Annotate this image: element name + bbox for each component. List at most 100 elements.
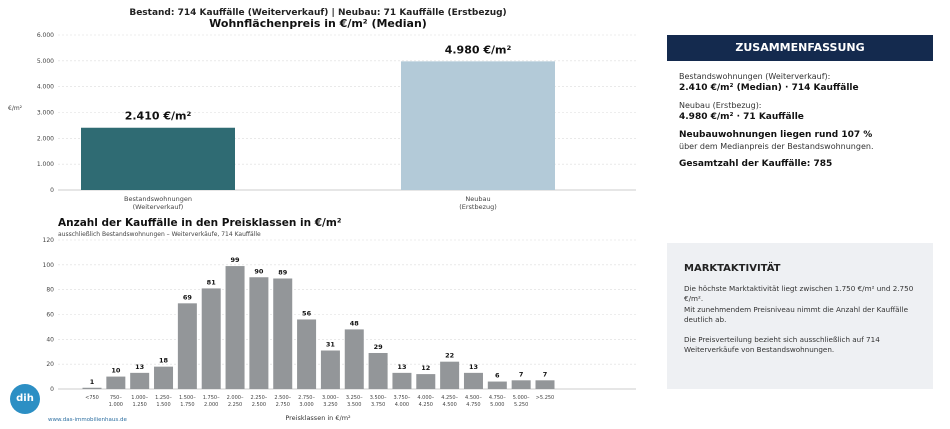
data-label: 12 bbox=[421, 364, 430, 372]
summary-total: Gesamtzahl der Kauffälle: 785 bbox=[679, 159, 833, 169]
data-label: 18 bbox=[159, 357, 169, 365]
y-tick-label: 40 bbox=[46, 336, 54, 343]
data-label: 7 bbox=[543, 370, 548, 378]
website-link[interactable]: www.das-immobilienhaus.de bbox=[48, 417, 127, 423]
price-class-histogram: Anzahl der Kauffälle in den Preisklassen… bbox=[43, 217, 636, 422]
data-label: 56 bbox=[302, 309, 312, 317]
data-label: 1 bbox=[90, 378, 95, 386]
x-tick-label: 1.750– bbox=[203, 395, 220, 401]
company-logo[interactable]: dih bbox=[10, 384, 40, 414]
x-tick-label: 4.250 bbox=[419, 402, 433, 408]
x-tick-label: 2.750 bbox=[276, 402, 290, 408]
x-tick-label: 5.000 bbox=[490, 402, 504, 408]
x-tick-label: Bestandswohnungen bbox=[124, 195, 192, 203]
y-tick-label: 3.000 bbox=[37, 110, 54, 117]
y-tick-label: 1.000 bbox=[37, 161, 54, 168]
x-tick-label: 2.250– bbox=[250, 395, 267, 401]
data-label: 99 bbox=[231, 256, 241, 264]
bar bbox=[535, 380, 555, 389]
x-tick-label: 4.000– bbox=[417, 395, 434, 401]
bar bbox=[81, 127, 235, 190]
x-tick-label: 1.750 bbox=[180, 402, 194, 408]
x-tick-label: 1.000– bbox=[131, 395, 148, 401]
market-activity-panel: MARKTAKTIVITÄT Die höchste Marktaktivitä… bbox=[667, 243, 933, 389]
data-label: 89 bbox=[278, 268, 288, 276]
x-tick-label: 1.500– bbox=[179, 395, 196, 401]
x-tick-label: 2.000– bbox=[227, 395, 244, 401]
summary-bestand-value: 2.410 €/m² (Median) · 714 Kauffälle bbox=[679, 83, 859, 93]
y-tick-label: 2.000 bbox=[37, 135, 54, 142]
x-tick-label: 3.500 bbox=[347, 402, 361, 408]
x-tick-label: 4.000 bbox=[395, 402, 409, 408]
x-tick-label: 5.000– bbox=[513, 395, 530, 401]
histogram-title: Anzahl der Kauffälle in den Preisklassen… bbox=[58, 217, 342, 229]
bar bbox=[416, 374, 436, 389]
y-tick-label: 120 bbox=[43, 237, 55, 244]
data-label: 7 bbox=[519, 370, 524, 378]
data-label: 10 bbox=[111, 367, 121, 375]
y-tick-label: 4.000 bbox=[37, 84, 54, 91]
x-tick-label: <750 bbox=[85, 395, 99, 401]
x-tick-label: 3.750– bbox=[394, 395, 411, 401]
x-tick-label: 3.750 bbox=[371, 402, 385, 408]
summary-neubau-value: 4.980 €/m² · 71 Kauffälle bbox=[679, 112, 804, 122]
x-tick-label: 2.750– bbox=[298, 395, 315, 401]
bar bbox=[177, 303, 197, 389]
summary-difference: Neubauwohnungen liegen rund 107 % bbox=[679, 130, 873, 140]
histogram-xlabel: Preisklassen in €/m² bbox=[285, 414, 351, 422]
x-tick-label: 3.250– bbox=[346, 395, 363, 401]
bar bbox=[154, 366, 174, 389]
x-tick-label: 1.000 bbox=[109, 402, 123, 408]
y-tick-label: 100 bbox=[43, 262, 55, 269]
chart-header-subtitle: Bestand: 714 Kauffälle (Weiterverkauf) |… bbox=[129, 8, 506, 18]
bar bbox=[511, 380, 531, 389]
median-price-chart: Bestand: 714 Kauffälle (Weiterverkauf) |… bbox=[8, 8, 636, 211]
x-tick-label: 3.000– bbox=[322, 395, 339, 401]
x-tick-label: 1.500 bbox=[156, 402, 170, 408]
summary-difference-text: über dem Medianpreis der Bestandswohnung… bbox=[679, 142, 874, 151]
data-label: 31 bbox=[326, 341, 336, 349]
summary-bestand-label: Bestandswohnungen (Weiterverkauf): bbox=[679, 72, 831, 81]
x-tick-label: Neubau bbox=[465, 195, 490, 203]
x-tick-label: 4.500– bbox=[465, 395, 482, 401]
y-tick-label: 80 bbox=[46, 287, 54, 294]
bar bbox=[82, 387, 102, 389]
summary-neubau-label: Neubau (Erstbezug): bbox=[679, 101, 762, 110]
data-label: 22 bbox=[445, 352, 454, 360]
data-label: 81 bbox=[207, 278, 217, 286]
bar bbox=[106, 376, 126, 389]
x-tick-label: 1.250– bbox=[155, 395, 172, 401]
x-tick-label: (Erstbezug) bbox=[459, 203, 497, 211]
bar bbox=[130, 372, 150, 389]
bar bbox=[297, 319, 317, 389]
bar bbox=[320, 350, 340, 389]
data-label: 29 bbox=[374, 343, 384, 351]
x-tick-label: 1.250 bbox=[133, 402, 147, 408]
market-activity-text-3: Die Preisverteilung bezieht sich ausschl… bbox=[684, 335, 880, 354]
data-label: 13 bbox=[135, 363, 144, 371]
histogram-subtitle: ausschließlich Bestandswohnungen – Weite… bbox=[58, 231, 261, 238]
x-tick-label: 4.500 bbox=[442, 402, 456, 408]
x-tick-label: 2.500– bbox=[274, 395, 291, 401]
bar bbox=[440, 361, 460, 389]
market-activity-text-2: Mit zunehmendem Preisniveau nimmt die An… bbox=[684, 305, 909, 324]
bar bbox=[201, 288, 221, 389]
data-label: 4.980 €/m² bbox=[445, 43, 512, 56]
bar bbox=[368, 352, 388, 389]
y-tick-label: 60 bbox=[46, 312, 54, 319]
y-tick-label: 5.000 bbox=[37, 58, 54, 65]
summary-panel: ZUSAMMENFASSUNG Bestandswohnungen (Weite… bbox=[667, 35, 933, 175]
bar bbox=[463, 372, 483, 389]
data-label: 90 bbox=[254, 267, 264, 275]
bar bbox=[249, 277, 269, 389]
y-tick-label: 6.000 bbox=[37, 32, 54, 39]
x-tick-label: 4.750– bbox=[489, 395, 506, 401]
y-tick-label: 20 bbox=[46, 361, 54, 368]
x-tick-label: 3.000 bbox=[299, 402, 313, 408]
x-tick-label: 2.500 bbox=[252, 402, 266, 408]
bar bbox=[225, 266, 245, 389]
x-tick-label: 4.250– bbox=[441, 395, 458, 401]
market-activity-title: MARKTAKTIVITÄT bbox=[684, 263, 781, 274]
x-tick-label: 5.250 bbox=[514, 402, 528, 408]
market-activity-text-1: Die höchste Marktaktivität liegt zwische… bbox=[684, 284, 914, 303]
